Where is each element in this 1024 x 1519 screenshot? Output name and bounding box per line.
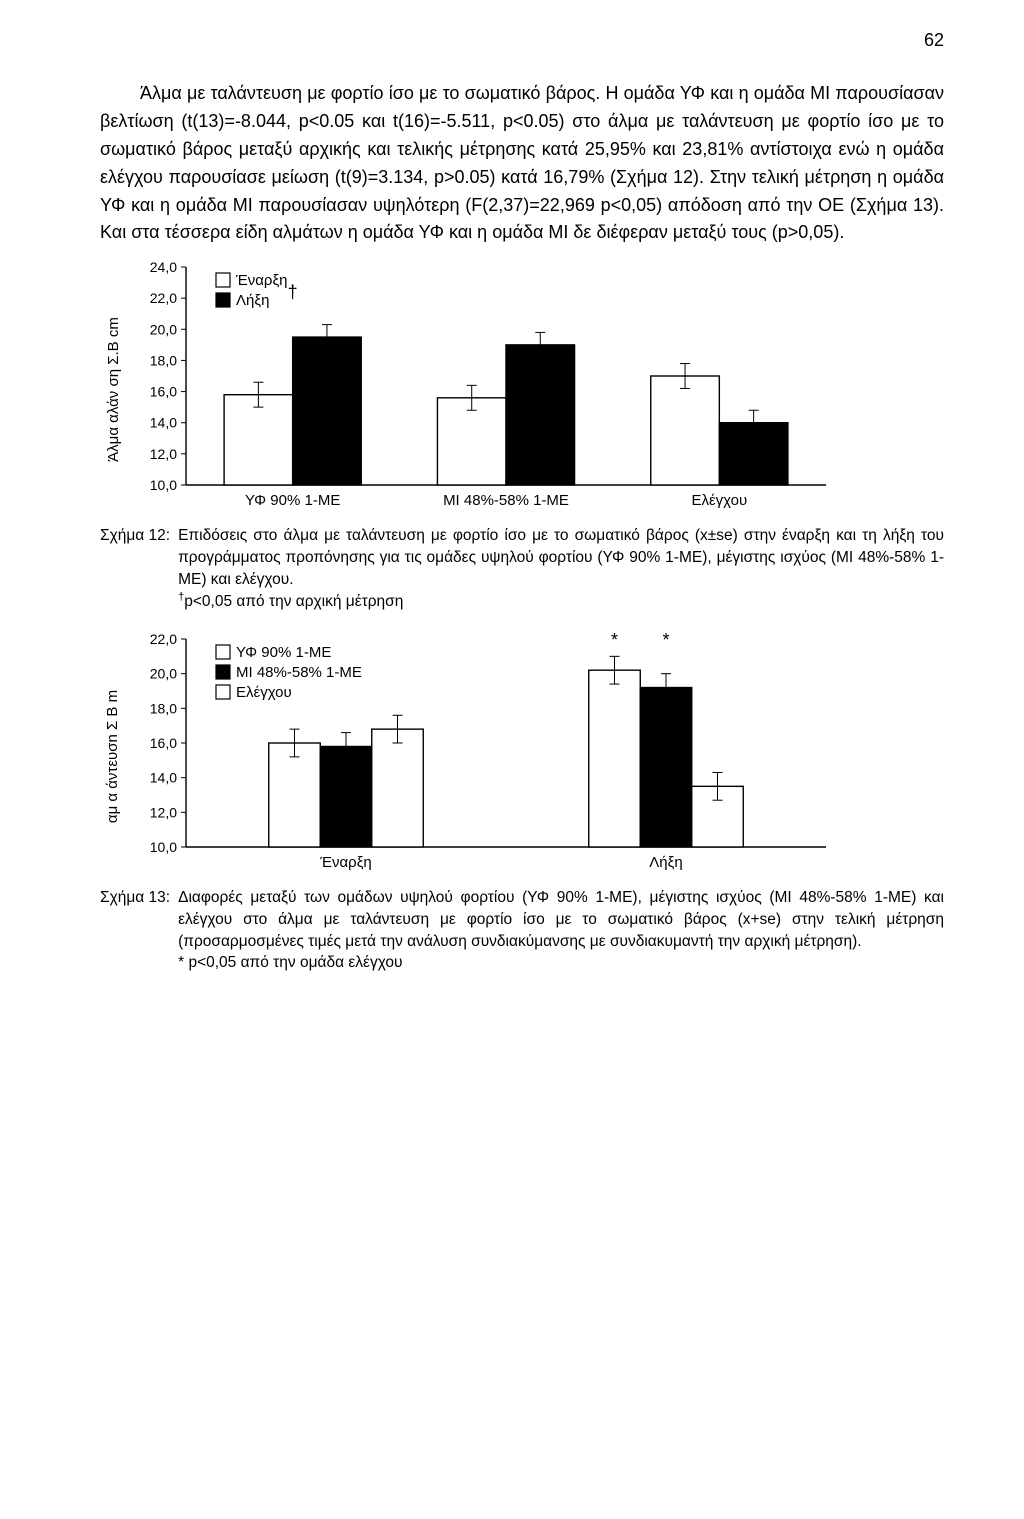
svg-text:†: † [288,282,298,302]
svg-text:18,0: 18,0 [150,353,177,369]
svg-text:ΥΦ 90% 1-ΜΕ: ΥΦ 90% 1-ΜΕ [236,644,331,661]
svg-text:12,0: 12,0 [150,805,177,821]
svg-text:10,0: 10,0 [150,477,177,493]
chart13-ylabel: αμ α άντευσn Σ Β m [105,690,122,823]
chart-12: Άλμα αλάν ση Σ.Β cm 24,0 22,0 20,0 18,0 16,0… [100,259,944,613]
caption-13: Σχήμα 13: Διαφορές μεταξύ των ομάδων υψη… [100,887,944,974]
svg-text:12,0: 12,0 [150,446,177,462]
chart12-ylabel: Άλμα αλάν ση Σ.Β cm [105,317,122,462]
paragraph-1: Άλμα με ταλάντευση με φορτίο ίσο με το σ… [100,80,944,247]
svg-text:16,0: 16,0 [150,735,177,751]
chart12-svg: 24,0 22,0 20,0 18,0 16,0 14,0 12,0 10,0 ΥΦ 90% 1… [126,259,846,519]
svg-text:Λήξη: Λήξη [649,854,682,871]
caption13-text: Διαφορές μεταξύ των ομάδων υψηλού φορτίο… [178,887,944,974]
svg-text:24,0: 24,0 [150,259,177,275]
chart13-svg: 22,0 20,0 18,0 16,0 14,0 12,0 10,0 Έναρξη Λήξη * *… [126,631,846,881]
chart13-ylabel-wrap: αμ α άντευσn Σ Β m [100,631,126,881]
caption12-text: Επιδόσεις στο άλμα με ταλάντευση με φορτ… [178,525,944,613]
svg-text:Ελέγχου: Ελέγχου [236,684,292,701]
svg-text:16,0: 16,0 [150,384,177,400]
svg-text:20,0: 20,0 [150,322,177,338]
svg-text:22,0: 22,0 [150,290,177,306]
svg-text:14,0: 14,0 [150,770,177,786]
svg-text:Ελέγχου: Ελέγχου [691,492,747,509]
svg-text:22,0: 22,0 [150,631,177,647]
svg-text:ΜΙ 48%-58% 1-ΜΕ: ΜΙ 48%-58% 1-ΜΕ [236,664,362,681]
svg-text:18,0: 18,0 [150,701,177,717]
svg-text:Έναρξη: Έναρξη [319,854,372,871]
svg-text:ΥΦ 90% 1-ΜΕ: ΥΦ 90% 1-ΜΕ [245,492,340,509]
svg-text:20,0: 20,0 [150,666,177,682]
svg-text:*: * [611,631,618,650]
caption-12: Σχήμα 12: Επιδόσεις στο άλμα με ταλάντευ… [100,525,944,613]
caption13-label: Σχήμα 13: [100,887,170,974]
chart12-ylabel-wrap: Άλμα αλάν ση Σ.Β cm [100,259,126,519]
chart-13: αμ α άντευσn Σ Β m 22,0 20,0 18,0 16,0 14,0 1… [100,631,944,974]
svg-text:*: * [662,631,669,650]
svg-text:ΜΙ 48%-58% 1-ΜΕ: ΜΙ 48%-58% 1-ΜΕ [443,492,569,509]
page: 62 Άλμα με ταλάντευση με φορτίο ίσο με τ… [0,0,1024,1519]
svg-text:10,0: 10,0 [150,839,177,855]
svg-text:14,0: 14,0 [150,415,177,431]
svg-text:Έναρξη: Έναρξη [235,272,288,289]
svg-text:Λήξη: Λήξη [236,292,269,309]
caption12-label: Σχήμα 12: [100,525,170,613]
page-number: 62 [924,30,944,51]
